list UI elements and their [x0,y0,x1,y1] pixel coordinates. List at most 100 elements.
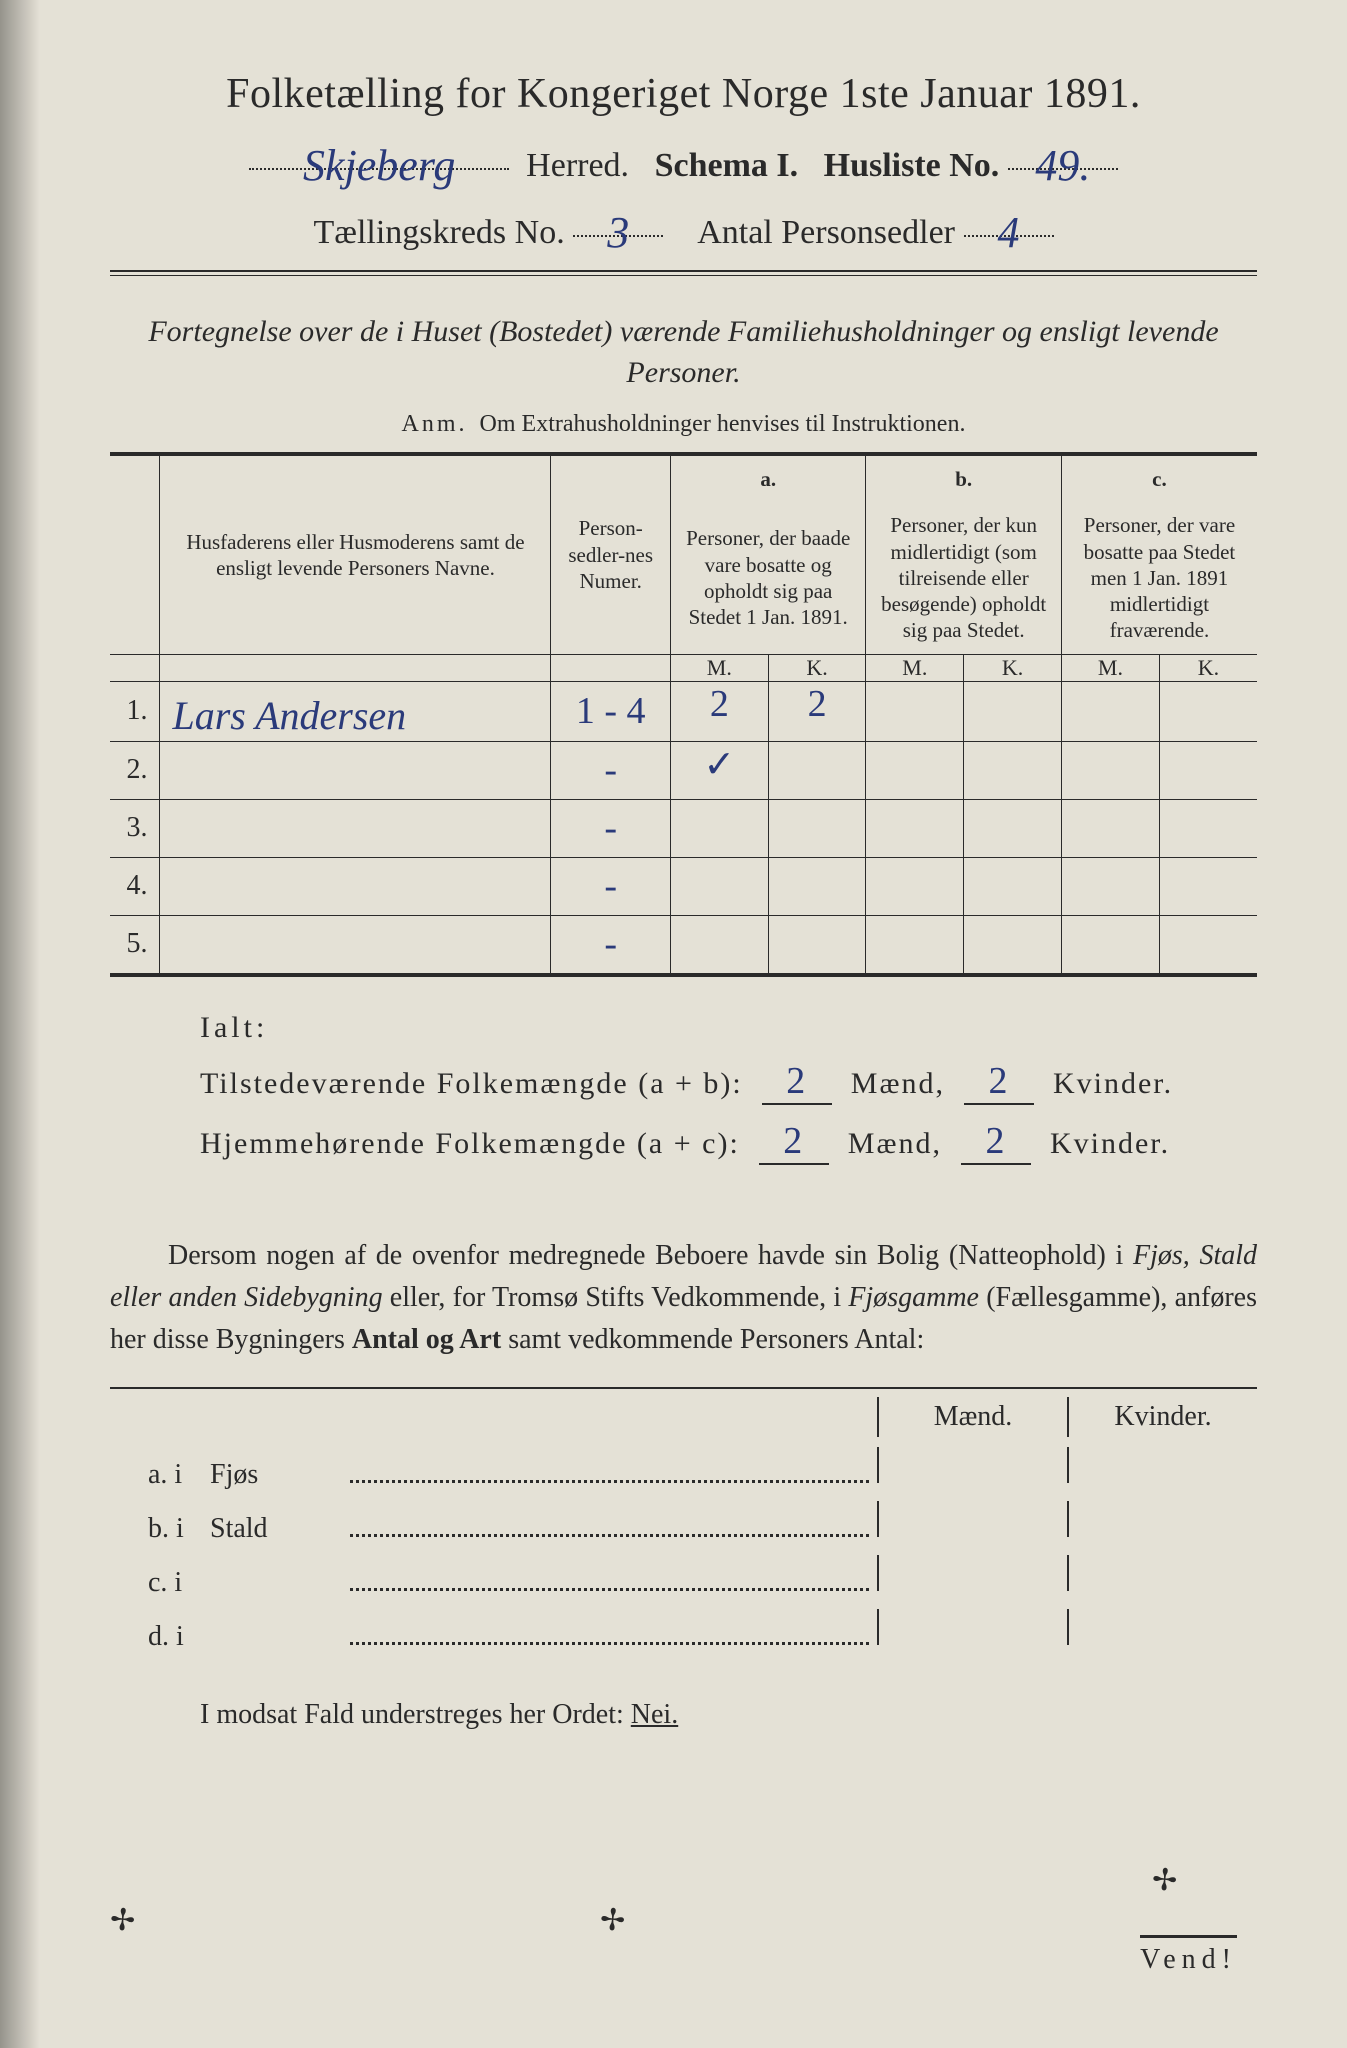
sum1-m: 2 [786,1060,807,1102]
col-b-text: Personer, der kun midlertidigt (som tilr… [866,502,1062,654]
anm-label: Anm. [402,411,468,437]
table-row: 5.- [110,915,1257,973]
kreds-label: Tællingskreds No. [314,214,565,251]
abcd-m: Mænd. [877,1397,1067,1437]
row-number: 2. [110,741,160,799]
table-row: 1.Lars Andersen1 - 422 [110,681,1257,741]
abcd-place: Fjøs [210,1459,350,1491]
cell-c-k [1160,800,1257,857]
vend-label: Vend! [1140,1935,1237,1976]
personsedler-no: 4 [998,208,1020,257]
kvinder-label-1: Kvinder. [1053,1067,1173,1100]
abcd-row: d. i [110,1609,1257,1653]
sum2-label: Hjemmehørende Folkemængde (a + c): [200,1127,740,1160]
title-prefix: Folketælling for Kongeriget Norge 1ste J… [226,71,1033,117]
abcd-m-cell [877,1501,1067,1537]
anm-text: Om Extrahusholdninger henvises til Instr… [480,411,966,437]
cell-b-m [866,800,964,857]
abcd-header: Mænd. Kvinder. [110,1387,1257,1437]
ialt-label: Ialt: [200,1011,1257,1045]
para-t2: eller, for Tromsø Stifts Vedkommende, i [383,1282,849,1313]
col-b-label: b. [866,456,1062,502]
col-c-k: K. [1160,655,1257,681]
kvinder-label-2: Kvinder. [1050,1127,1170,1160]
abcd-m-cell [877,1555,1067,1591]
cell-c-m [1062,682,1160,741]
dwelling-paragraph: Dersom nogen af de ovenfor medregnede Be… [110,1235,1257,1361]
table-bottom-rule [110,973,1257,977]
cell-b-k [964,742,1061,799]
cell-c-k [1160,858,1257,915]
meta-line-2: Tællingskreds No. 3 Antal Personsedler 4 [110,203,1257,252]
sum-line-2: Hjemmehørende Folkemængde (a + c): 2 Mæn… [200,1119,1257,1165]
cell-a-m [671,800,769,857]
husliste-no: 49. [1035,141,1090,190]
herred-label: Herred. [526,147,629,184]
col-c-text: Personer, der vare bosatte paa Stedet me… [1061,502,1257,654]
abcd-k: Kvinder. [1067,1397,1257,1437]
row-name [160,741,551,799]
row-number: 1. [110,681,160,741]
cell-b-k [964,858,1061,915]
dotted-line [350,1637,869,1645]
abcd-block: Mænd. Kvinder. a. iFjøsb. iStaldc. id. i [110,1387,1257,1653]
col-name: Husfaderens eller Husmoderens samt de en… [160,456,551,654]
col-b-k: K. [964,655,1061,681]
personsedler-label: Antal Personsedler [697,214,955,251]
cell-a-m: 2 [671,682,769,741]
para-i2: Fjøsgamme [848,1282,979,1313]
abcd-k-cell [1067,1501,1257,1537]
scan-shadow [0,0,40,2048]
row-name: Lars Andersen [160,681,551,741]
col-c-label: c. [1061,456,1257,502]
abcd-label: a. i [110,1459,210,1491]
tear-mark-icon: ✢ [1151,1862,1179,1899]
sum1-label: Tilstedeværende Folkemængde (a + b): [200,1067,743,1100]
col-a-k: K. [769,655,866,681]
para-t1: Dersom nogen af de ovenfor medregnede Be… [168,1240,1133,1271]
row-personsedler: - [551,857,670,915]
abcd-k-cell [1067,1447,1257,1483]
col-num: Person-sedler-nes Numer. [551,456,670,654]
cell-c-k [1160,742,1257,799]
nei-line: I modsat Fald understreges her Ordet: Ne… [110,1699,1257,1731]
totals-block: Ialt: Tilstedeværende Folkemængde (a + b… [110,1011,1257,1165]
col-c-m: M. [1062,655,1160,681]
row-name [160,799,551,857]
para-t4: samt vedkommende Personers Antal: [501,1324,924,1355]
cell-a-k [769,916,866,974]
cell-c-m [1062,916,1160,974]
table-row: 4. - [110,857,1257,915]
cell-b-m [866,682,964,741]
cell-b-k [964,916,1061,974]
row-name [160,857,551,915]
row-number: 3. [110,799,160,857]
para-b1: Antal og Art [352,1324,501,1355]
abcd-m-cell [877,1447,1067,1483]
abcd-label: d. i [110,1621,210,1653]
sum-line-1: Tilstedeværende Folkemængde (a + b): 2 M… [200,1059,1257,1105]
anm-line: Anm. Om Extrahusholdninger henvises til … [110,411,1257,438]
kreds-no: 3 [607,208,629,257]
sum2-k: 2 [985,1120,1006,1162]
household-table: Husfaderens eller Husmoderens samt de en… [110,456,1257,973]
header-rule [110,270,1257,276]
abcd-label: c. i [110,1567,210,1599]
herred-handwritten: Skjeberg [303,141,455,190]
row-personsedler: - [551,799,670,857]
nei-pre: I modsat Fald understreges her Ordet: [200,1699,631,1730]
cell-a-m [671,858,769,915]
cell-b-m [866,916,964,974]
row-number: 4. [110,857,160,915]
abcd-place: Stald [210,1513,350,1545]
tear-mark-icon: ✢ [109,1902,137,1939]
cell-c-m [1062,800,1160,857]
row-name [160,915,551,973]
cell-a-k: 2 [769,682,866,741]
row-personsedler: - [551,915,670,973]
table-row: 3. - [110,799,1257,857]
meta-line-1: Skjeberg Herred. Schema I. Husliste No. … [110,136,1257,185]
cell-a-k [769,858,866,915]
cell-c-m [1062,742,1160,799]
dotted-line [350,1475,869,1483]
